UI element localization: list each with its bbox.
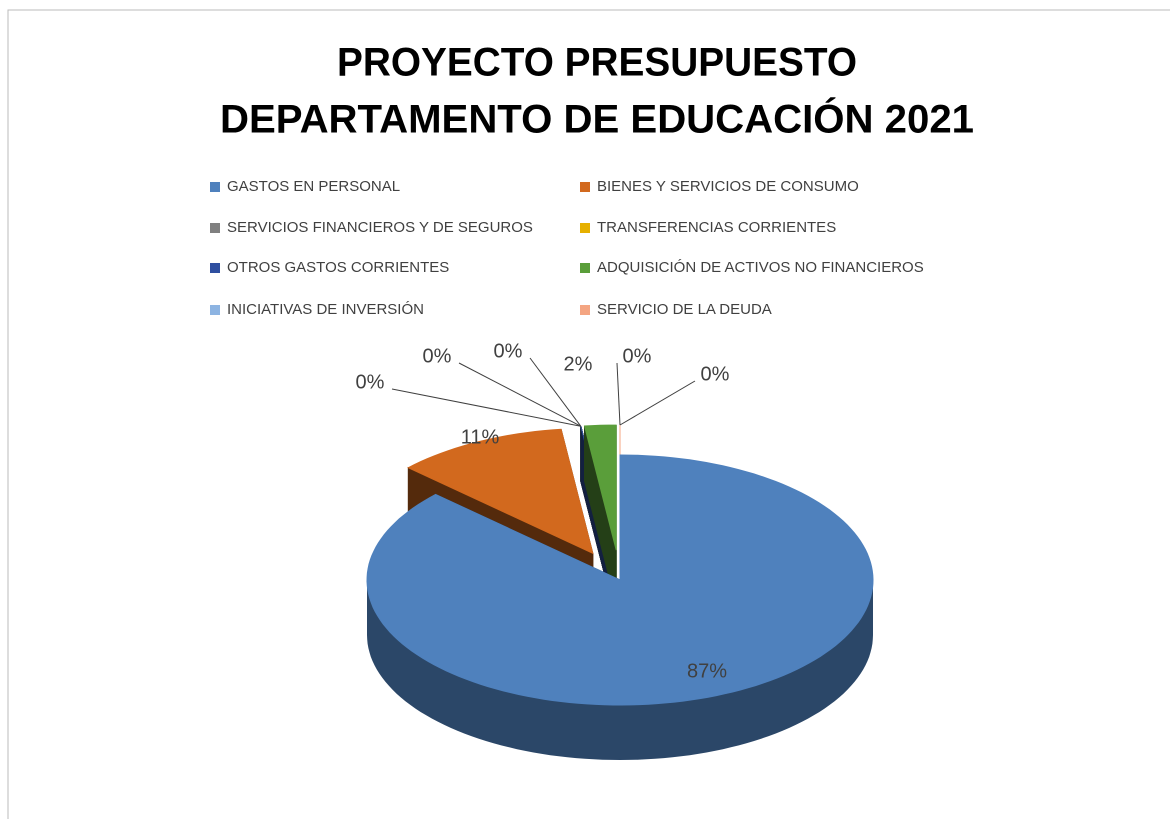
data-label: 0% [623, 345, 652, 367]
legend-swatch [580, 263, 590, 273]
chart-title: DEPARTAMENTO DE EDUCACIÓN 2021 [220, 96, 974, 142]
leader-line [616, 362, 621, 426]
legend-swatch [580, 223, 590, 233]
data-label: 87% [687, 660, 727, 682]
leader-line [458, 362, 582, 427]
legend-label: OTROS GASTOS CORRIENTES [227, 259, 449, 276]
legend-swatch [210, 223, 220, 233]
data-label: 11% [461, 426, 500, 448]
legend-swatch [210, 305, 220, 315]
legend-swatch [210, 182, 220, 192]
slice-side [367, 580, 873, 760]
data-label: 0% [423, 345, 452, 367]
legend-swatch [210, 263, 220, 273]
slice [583, 424, 617, 551]
legend-label: BIENES Y SERVICIOS DE CONSUMO [597, 178, 859, 195]
legend-swatch [580, 305, 590, 315]
slice [407, 428, 594, 555]
data-label: 0% [701, 363, 730, 385]
chart-title: PROYECTO PRESUPUESTO [337, 41, 857, 85]
legend-swatch [580, 182, 590, 192]
legend-label: SERVICIOS FINANCIEROS Y DE SEGUROS [227, 219, 533, 236]
legend-label: TRANSFERENCIAS CORRIENTES [597, 219, 836, 236]
data-label: 0% [356, 371, 385, 393]
legend-label: ADQUISICIÓN DE ACTIVOS NO FINANCIEROS [597, 259, 924, 276]
data-label: 0% [494, 340, 523, 362]
leader-line [529, 357, 582, 427]
data-label: 2% [564, 353, 593, 375]
legend-label: INICIATIVAS DE INVERSIÓN [227, 301, 424, 318]
legend-label: GASTOS EN PERSONAL [227, 178, 400, 195]
leader-line [619, 380, 696, 426]
slice [366, 454, 874, 706]
legend-label: SERVICIO DE LA DEUDA [597, 301, 772, 318]
leader-line [391, 388, 581, 427]
